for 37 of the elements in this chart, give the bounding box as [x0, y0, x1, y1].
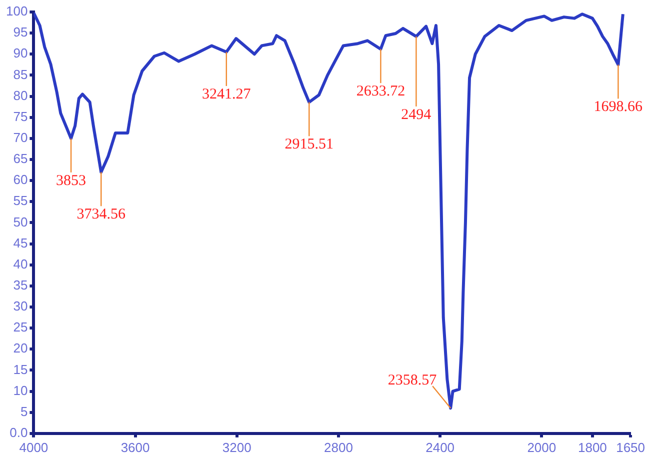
x-tick-label: 1650 — [616, 440, 645, 455]
y-tick-label: 25 — [13, 320, 28, 335]
x-tick-label: 3600 — [120, 440, 150, 455]
annotation: 3734.56 — [76, 206, 126, 223]
annotation: 2915.51 — [284, 136, 334, 153]
x-tick-label: 2800 — [324, 440, 353, 455]
x-tick-label: 2400 — [426, 440, 455, 455]
annotation: 3241.27 — [202, 86, 252, 102]
annotation: 2494 — [401, 106, 432, 123]
y-tick-label: 5 — [20, 404, 28, 419]
y-tick-label: 75 — [13, 108, 28, 124]
y-tick-label: 0.0 — [10, 424, 28, 440]
y-tick-label: 35 — [13, 277, 28, 292]
x-tick-label: 4000 — [19, 440, 48, 455]
annotation: 2358.57 — [388, 372, 438, 389]
y-tick-label: 85 — [13, 66, 28, 82]
y-tick-label: 95 — [13, 24, 28, 40]
y-tick-label: 45 — [13, 235, 28, 250]
annotation: 3853 — [56, 172, 86, 189]
y-tick-label: 65 — [13, 151, 28, 166]
y-tick-label: 80 — [13, 88, 28, 103]
y-tick-label: 70 — [13, 130, 28, 145]
annotation: 2633.72 — [356, 84, 406, 100]
x-tick-label: 3200 — [222, 440, 252, 455]
y-tick-label: 15 — [13, 362, 28, 377]
x-tick-label: 1800 — [578, 440, 607, 455]
y-tick-label: 10 — [13, 382, 28, 398]
y-tick-label: 30 — [13, 298, 28, 314]
y-tick-label: 40 — [13, 256, 28, 272]
y-tick-label: 55 — [13, 193, 28, 208]
annotation: 1698.66 — [594, 99, 644, 116]
y-tick-label: 100 — [6, 4, 28, 19]
y-tick-label: 90 — [13, 46, 28, 61]
y-tick-label: 60 — [13, 172, 28, 188]
y-tick-label: 20 — [13, 340, 28, 356]
y-tick-label: 50 — [13, 214, 28, 230]
x-tick-label: 2000 — [527, 440, 556, 455]
